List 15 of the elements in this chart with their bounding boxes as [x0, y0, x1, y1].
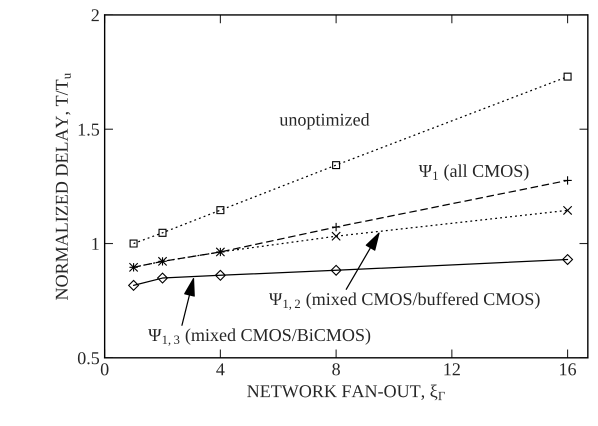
y-tick-label: 1: [92, 238, 99, 250]
y-axis-title: NORMALIZED DELAY, T/T$_{u}$: [56, 73, 71, 300]
x-tick-label: 16: [560, 363, 576, 376]
y-tick-label: 0.5: [78, 352, 100, 364]
x-tick-label: 0: [100, 363, 108, 376]
text: Ψ$_{1,2}$ (mixed CMOS/buffered CMOS): [268, 292, 540, 310]
x-tick-label: 8: [332, 363, 340, 376]
y-tick-label: 1.5: [78, 124, 100, 136]
series-label: Ψ$_{1}$ (all CMOS): [418, 164, 529, 181]
x-tick-label: 12: [444, 363, 460, 376]
series-label: unoptimized: [280, 113, 370, 130]
x-tick-label: 4: [216, 363, 225, 376]
x-axis-title: NETWORK FAN-OUT, ξ$_{Γ}$: [247, 384, 445, 400]
y-tick-label: 2: [92, 9, 99, 22]
text: Ψ$_{1,3}$ (mixed CMOS/BiCMOS): [148, 328, 370, 346]
